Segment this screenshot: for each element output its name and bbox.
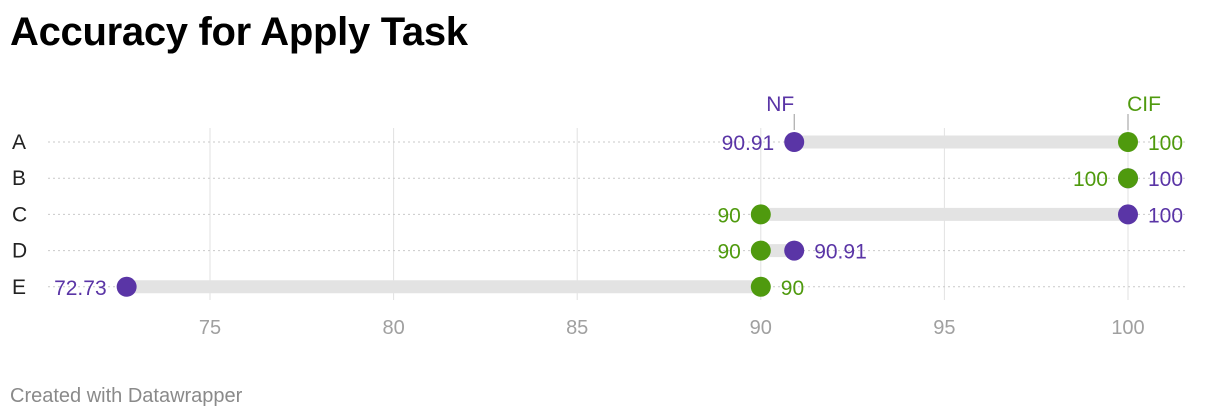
nf-dot bbox=[784, 240, 805, 261]
chart-title: Accuracy for Apply Task bbox=[10, 10, 468, 54]
nf-value-label: 90.91 bbox=[814, 241, 867, 264]
category-label: C bbox=[12, 203, 27, 226]
x-tick-label: 95 bbox=[933, 317, 955, 339]
cif-dot bbox=[750, 276, 771, 297]
nf-dot bbox=[116, 276, 137, 297]
x-tick-label: 85 bbox=[566, 317, 588, 339]
category-label: A bbox=[12, 131, 26, 154]
cif-value-label: 90 bbox=[781, 277, 804, 300]
cif-value-label: 100 bbox=[1148, 132, 1183, 155]
cif-dot bbox=[750, 240, 771, 261]
category-label: D bbox=[12, 240, 27, 263]
cif-dot bbox=[750, 204, 771, 225]
category-label: B bbox=[12, 167, 26, 190]
nf-value-label: 100 bbox=[1148, 168, 1183, 191]
cif-value-label: 90 bbox=[717, 204, 740, 227]
category-label: E bbox=[12, 276, 26, 299]
nf-value-label: 72.73 bbox=[54, 277, 107, 300]
x-tick-label: 80 bbox=[382, 317, 404, 339]
x-tick-label: 100 bbox=[1111, 317, 1144, 339]
cif-value-label: 100 bbox=[1073, 168, 1108, 191]
x-tick-label: 75 bbox=[199, 317, 221, 339]
nf-dot bbox=[784, 132, 805, 152]
cif-dot bbox=[1118, 132, 1138, 152]
footer-credit: Created with Datawrapper bbox=[10, 385, 243, 407]
nf-value-label: 100 bbox=[1148, 204, 1183, 227]
cif-dot bbox=[1118, 168, 1138, 189]
cif-legend-label: CIF bbox=[1127, 93, 1161, 116]
nf-dot bbox=[1118, 204, 1138, 225]
x-tick-label: 90 bbox=[750, 317, 772, 339]
cif-value-label: 90 bbox=[717, 241, 740, 264]
nf-legend-label: NF bbox=[766, 93, 794, 116]
nf-value-label: 90.91 bbox=[722, 132, 775, 155]
